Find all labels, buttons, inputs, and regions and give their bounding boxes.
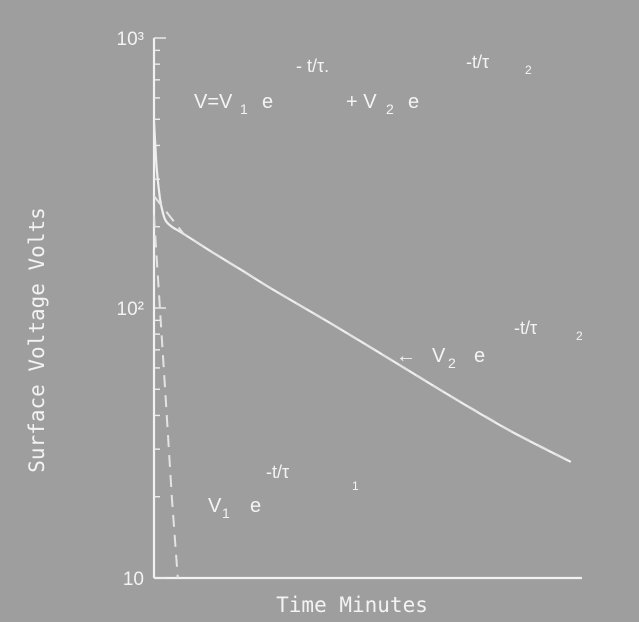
eq-fast-coef: V (208, 495, 222, 517)
eq-fast-e: e (250, 495, 261, 517)
eq-slow-exp: -t/τ (514, 318, 537, 338)
eq-total-e2: e (408, 91, 419, 113)
eq-total-sub2: 2 (386, 101, 394, 117)
eq-slow-arrow: ← (396, 345, 416, 367)
eq-fast-exp: -t/τ (266, 462, 289, 482)
series-fast-line (153, 215, 179, 579)
y-tick-labels: 10 10² 10³ (117, 29, 144, 590)
eq-total-e1: e (262, 91, 273, 113)
y-axis-title: Surface Voltage Volts (25, 207, 49, 473)
eq-slow-coef: V (432, 345, 446, 367)
eq-total-sub1: 1 (240, 101, 248, 117)
y-tick-label: 10² (117, 299, 144, 320)
series-slow-line (153, 195, 571, 463)
series-total-line (152, 120, 572, 463)
equation-slow-component: ← V 2 e -t/τ 2 (396, 318, 583, 371)
eq-fast-exp-sub: 1 (352, 479, 359, 493)
eq-slow-e: e (474, 345, 485, 367)
y-tick-label: 10 (123, 569, 144, 590)
y-ticks (154, 37, 166, 579)
series-layer (152, 120, 572, 579)
eq-total-exp2-sub: 2 (525, 63, 532, 77)
eq-total-exp2: -t/τ (466, 52, 489, 72)
y-tick-label: 10³ (117, 29, 144, 50)
eq-slow-sub: 2 (448, 355, 456, 371)
eq-total-lhs: V=V (194, 91, 233, 113)
x-axis-title: Time Minutes (276, 593, 428, 617)
eq-slow-exp-sub: 2 (576, 329, 583, 343)
eq-fast-sub: 1 (222, 505, 230, 521)
equation-total: V=V 1 e - t/τ. + V 2 e -t/τ 2 (194, 52, 532, 117)
eq-total-plus: + V (346, 91, 377, 113)
eq-total-exp1: - t/τ. (296, 56, 329, 76)
equation-fast-component: V 1 e -t/τ 1 (208, 462, 359, 521)
